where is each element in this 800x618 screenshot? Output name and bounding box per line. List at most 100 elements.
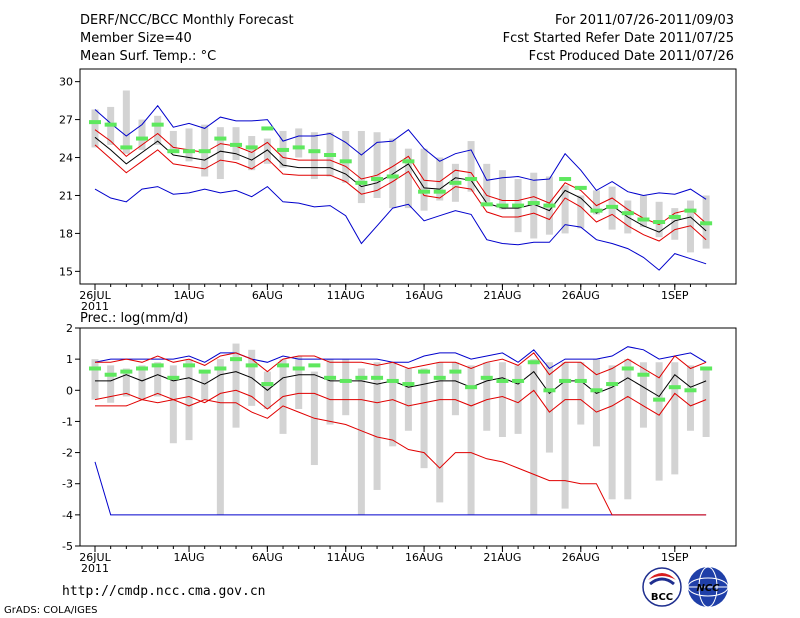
- temp-median-marker: [355, 180, 368, 185]
- temp-member-spread-box: [357, 130, 365, 204]
- temp-median-marker: [465, 177, 478, 182]
- prec-x-tick-label: 16AUG: [405, 551, 443, 564]
- prec-member-spread-box: [373, 362, 381, 490]
- prec-upper-line: [95, 352, 707, 379]
- temp-y-tick-label: 18: [59, 227, 73, 240]
- temp-x-tick-label: 1SEP: [661, 289, 689, 302]
- prec-median-marker: [386, 378, 399, 383]
- prec-member-spread-box: [326, 359, 334, 425]
- temp-median-marker: [230, 142, 243, 147]
- prec-median-marker: [465, 385, 478, 390]
- temp-member-spread-box: [216, 127, 224, 180]
- temp-y-tick-label: 21: [59, 189, 73, 202]
- temp-median-marker: [214, 136, 227, 141]
- temp-median-marker: [700, 221, 713, 226]
- temp-median-marker: [684, 208, 697, 213]
- prec-median-marker: [151, 363, 164, 368]
- prec-median-marker: [355, 375, 368, 380]
- temp-x-year-label: 2011: [81, 300, 109, 313]
- prec-median-marker: [684, 388, 697, 393]
- prec-plot-frame: [79, 327, 737, 547]
- temp-median-marker: [245, 145, 258, 150]
- prec-median-marker: [574, 378, 587, 383]
- temp-median-marker: [371, 177, 384, 182]
- prec-median-marker: [480, 375, 493, 380]
- prec-median-marker: [668, 385, 681, 390]
- temp-member-spread-box: [467, 141, 475, 192]
- grads-credit: GrADS: COLA/IGES: [4, 605, 98, 616]
- temp-median-marker: [496, 203, 509, 208]
- prec-x-tick-label: 26AUG: [562, 551, 600, 564]
- prec-member-spread-box: [169, 365, 177, 444]
- prec-median-marker: [590, 388, 603, 393]
- temp-y-tick-label: 27: [59, 114, 73, 127]
- temp-median-marker: [104, 122, 117, 127]
- temp-max-line: [94, 104, 707, 200]
- prec-x-year-label: 2011: [81, 562, 109, 575]
- temp-member-spread-box: [373, 132, 381, 198]
- prec-median-marker: [512, 378, 525, 383]
- prec-x-tick-label: 1SEP: [661, 551, 689, 564]
- source-url[interactable]: http://cmdp.ncc.cma.gov.cn: [62, 584, 266, 599]
- temp-x-tick-label: 11AUG: [327, 289, 365, 302]
- temp-median-marker: [574, 185, 587, 190]
- prec-median-marker: [449, 369, 462, 374]
- prec-member-spread-box: [592, 359, 600, 447]
- ncc-logo: NCC: [687, 566, 729, 608]
- temp-median-marker: [653, 220, 666, 225]
- temp-x-tick-label: 21AUG: [483, 289, 521, 302]
- prec-median-marker: [418, 369, 431, 374]
- temp-member-spread-box: [185, 128, 193, 162]
- temp-upper-line: [94, 129, 707, 226]
- temp-median-marker: [151, 122, 164, 127]
- prec-lower-line: [94, 389, 707, 416]
- prec-member-spread-box: [561, 362, 569, 509]
- prec-member-spread-box: [107, 365, 115, 403]
- prec-member-spread-box: [295, 356, 303, 409]
- prec-median-marker: [433, 375, 446, 380]
- temp-member-spread-box: [91, 109, 99, 148]
- temp-median-marker: [183, 149, 196, 154]
- prec-max-line: [94, 346, 707, 370]
- temp-y-tick-label: 15: [59, 265, 73, 278]
- temp-member-spread-box: [686, 200, 694, 253]
- temp-member-spread-box: [436, 157, 444, 201]
- prec-median-marker: [104, 372, 117, 377]
- prec-member-spread-box: [436, 362, 444, 503]
- prec-member-spread-box: [451, 362, 459, 416]
- bcc-logo-text: BCC: [651, 592, 673, 603]
- temp-median-marker: [339, 159, 352, 164]
- prec-lower-extreme-line: [95, 399, 707, 516]
- prec-member-spread-box: [545, 362, 553, 453]
- temp-median-marker: [261, 126, 274, 131]
- temp-median-marker: [292, 145, 305, 150]
- temp-x-tick-label: 16AUG: [405, 289, 443, 302]
- ncc-logo-text: NCC: [696, 583, 720, 594]
- temp-median-marker: [637, 217, 650, 222]
- prec-median-marker: [245, 363, 258, 368]
- prec-member-spread-box: [404, 368, 412, 431]
- prec-member-spread-box: [655, 362, 663, 481]
- temp-x-tick-label: 26AUG: [562, 289, 600, 302]
- temp-y-tick-label: 30: [59, 76, 73, 89]
- prec-member-spread-box: [389, 362, 397, 447]
- prec-member-spread-box: [624, 359, 632, 500]
- prec-median-marker: [308, 363, 321, 368]
- temp-median-marker: [120, 145, 133, 150]
- temp-member-spread-box: [138, 119, 146, 150]
- prec-y-tick-label: -1: [62, 415, 73, 428]
- temp-median-marker: [606, 204, 619, 209]
- temp-member-spread-box: [498, 170, 506, 210]
- temp-member-spread-box: [342, 130, 350, 183]
- figure-title: DERF/NCC/BCC Monthly Forecast: [80, 13, 294, 28]
- prec-member-spread-box: [671, 362, 679, 475]
- temp-median-marker: [621, 211, 634, 216]
- prec-y-tick-label: -2: [62, 447, 73, 460]
- prec-member-spread-box: [154, 362, 162, 397]
- temp-member-spread-box: [248, 136, 256, 171]
- prec-y-tick-label: -4: [62, 509, 73, 522]
- prec-median-marker: [214, 366, 227, 371]
- temp-x-tick-label: 6AUG: [252, 289, 283, 302]
- prec-member-spread-box: [702, 368, 710, 437]
- prec-median-marker: [543, 388, 556, 393]
